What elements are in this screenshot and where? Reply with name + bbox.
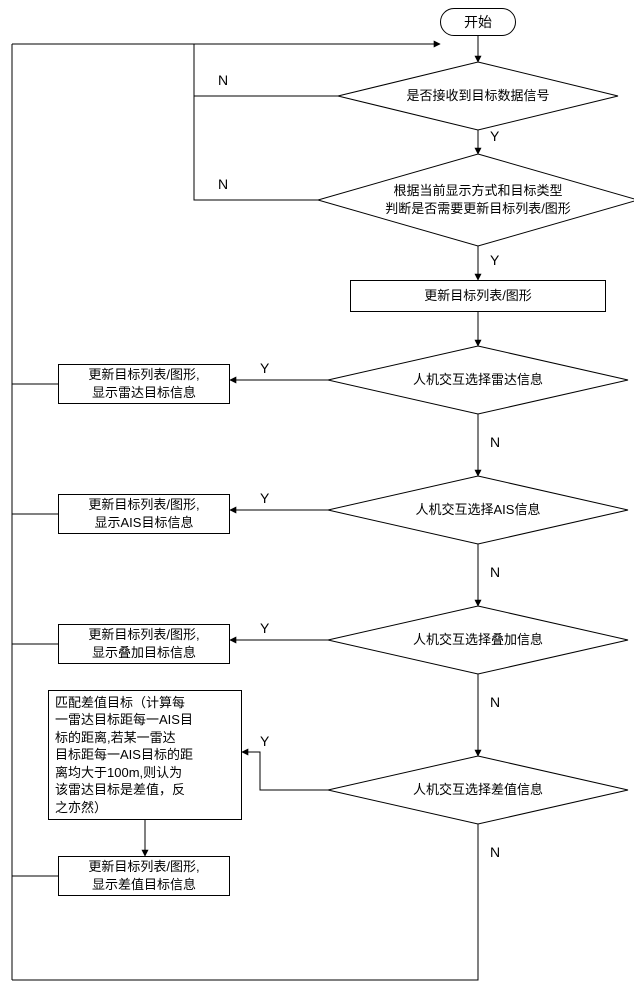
edge-label-d6_n: N bbox=[490, 844, 500, 860]
edge-d2-N bbox=[194, 44, 318, 200]
edge-label-d5_y: Y bbox=[260, 620, 269, 636]
decision-select-radar: 人机交互选择雷达信息 bbox=[366, 371, 591, 389]
edge-label-d1_n: N bbox=[218, 72, 228, 88]
process-update-list: 更新目标列表/图形 bbox=[350, 280, 606, 312]
decision-need-update: 根据当前显示方式和目标类型 判断是否需要更新目标列表/图形 bbox=[358, 182, 598, 217]
edge-label-d3_y: Y bbox=[260, 360, 269, 376]
process-show-overlay: 更新目标列表/图形, 显示叠加目标信息 bbox=[58, 624, 230, 664]
decision-select-diff: 人机交互选择差值信息 bbox=[366, 781, 591, 799]
edge-label-d4_y: Y bbox=[260, 490, 269, 506]
decision-select-ais: 人机交互选择AIS信息 bbox=[366, 501, 591, 519]
edge-d6-Y bbox=[242, 752, 328, 790]
edge-label-d5_n: N bbox=[490, 694, 500, 710]
edge-label-d4_n: N bbox=[490, 564, 500, 580]
process-show-ais: 更新目标列表/图形, 显示AIS目标信息 bbox=[58, 494, 230, 534]
edge-label-d3_n: N bbox=[490, 434, 500, 450]
edge-label-d2_y: Y bbox=[490, 252, 499, 268]
start-node: 开始 bbox=[440, 8, 516, 36]
edge-label-d6_y: Y bbox=[260, 733, 269, 749]
edge-d6-N bbox=[12, 824, 478, 980]
process-show-radar: 更新目标列表/图形, 显示雷达目标信息 bbox=[58, 364, 230, 404]
decision-select-overlay: 人机交互选择叠加信息 bbox=[366, 631, 591, 649]
edge-d1-N bbox=[12, 44, 338, 96]
process-show-diff: 更新目标列表/图形, 显示差值目标信息 bbox=[58, 856, 230, 896]
edge-label-d2_n: N bbox=[218, 176, 228, 192]
decision-receive-signal: 是否接收到目标数据信号 bbox=[373, 87, 583, 105]
process-match-diff: 匹配差值目标（计算每 一雷达目标距每一AIS目 标的距离,若某一雷达 目标距每一… bbox=[48, 690, 242, 820]
edge-label-d1_y: Y bbox=[490, 128, 499, 144]
